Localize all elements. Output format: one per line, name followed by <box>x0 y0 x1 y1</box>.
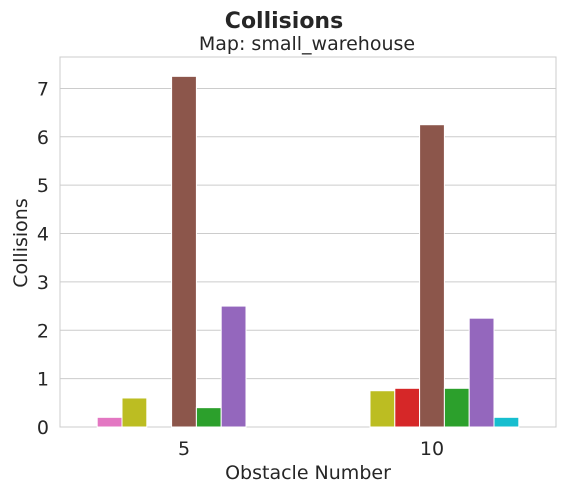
y-tick-label: 3 <box>37 272 49 294</box>
bars <box>96 75 520 428</box>
y-tick-label: 2 <box>37 320 49 342</box>
y-tick-label: 5 <box>37 175 49 197</box>
bar-5-4 <box>195 407 222 428</box>
y-axis-label: Collisions <box>10 198 32 287</box>
plot-frame <box>59 56 557 428</box>
y-tick-label: 4 <box>37 224 49 246</box>
x-tick-labels: 5 10 <box>178 438 444 460</box>
x-tick-label: 5 <box>178 438 190 460</box>
bar-10-4 <box>443 387 470 428</box>
bar-10-5 <box>468 317 495 428</box>
y-tick-labels: 0 1 2 3 4 5 6 7 <box>37 78 49 439</box>
bar-5-5 <box>220 305 247 428</box>
bar-10-2 <box>394 387 421 428</box>
grid-lines <box>60 87 556 380</box>
chart-title: Collisions <box>225 9 343 34</box>
chart-subtitle: Map: small_warehouse <box>199 33 415 55</box>
y-tick-label: 0 <box>37 417 49 439</box>
bar-5-3 <box>171 75 197 428</box>
y-tick-label: 7 <box>37 78 49 100</box>
x-tick-label: 10 <box>420 438 444 460</box>
x-axis-label: Obstacle Number <box>225 462 391 484</box>
bar-5-0 <box>96 416 123 428</box>
bar-10-3 <box>419 124 445 428</box>
bar-10-1 <box>369 390 396 428</box>
y-tick-label: 6 <box>37 127 49 149</box>
bar-5-1 <box>121 397 148 428</box>
bar-10-6 <box>493 416 520 428</box>
y-tick-label: 1 <box>37 369 49 391</box>
